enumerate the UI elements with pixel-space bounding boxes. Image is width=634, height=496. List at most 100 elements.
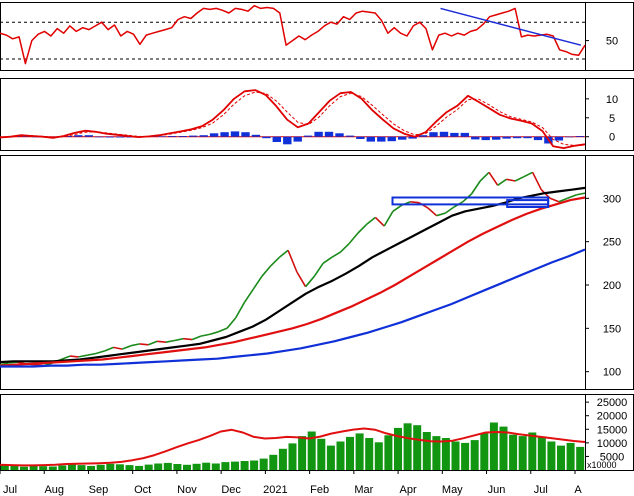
macd-histogram-bar <box>230 131 240 137</box>
volume-bar <box>413 425 422 470</box>
volume-bar <box>451 441 460 470</box>
volume-bar <box>39 466 48 470</box>
volume-bar <box>231 461 239 470</box>
macd-histogram-bar <box>366 136 375 142</box>
price-close-segment <box>392 204 403 212</box>
macd-line <box>0 89 586 150</box>
macd-histogram-bar <box>565 136 574 138</box>
volume-bar <box>307 431 316 470</box>
volume-bar <box>365 438 374 470</box>
x-axis-label-0: Jul <box>3 484 17 496</box>
price-tick-label-2: 200 <box>603 280 621 292</box>
price-close-segment <box>252 275 263 290</box>
price-close-segment <box>374 216 385 227</box>
macd-histogram-bar <box>481 136 490 141</box>
volume-bar <box>336 441 345 470</box>
volume-bar <box>10 465 19 470</box>
price-close-segment <box>470 180 481 195</box>
volume-bar <box>537 437 546 470</box>
macd-histogram-bar <box>450 132 459 137</box>
x-axis-label-4: Nov <box>177 484 197 496</box>
volume-bar <box>211 463 220 470</box>
x-axis-label-13: A <box>574 484 582 496</box>
volume-bar <box>135 465 144 470</box>
rsi-panel-frame <box>0 2 634 71</box>
macd-tick-label-2: 0 <box>609 132 615 144</box>
macd-histogram-bar <box>408 136 417 139</box>
price-close-segment <box>549 197 560 203</box>
macd-histogram-bar <box>429 132 438 137</box>
macd-histogram-bar <box>178 136 187 137</box>
macd-histogram-bar <box>293 136 302 142</box>
volume-bar <box>547 441 556 470</box>
macd-histogram-bar <box>523 136 532 139</box>
volume-bar <box>480 433 489 470</box>
volume-bar <box>20 466 28 470</box>
price-close-segment <box>235 301 246 319</box>
price-close-segment <box>209 331 219 336</box>
price-close-segment <box>558 197 568 203</box>
x-axis-label-12: Jul <box>534 484 548 496</box>
x-axis-label-11: Jun <box>488 484 506 496</box>
macd-histogram-bar <box>471 136 480 140</box>
macd-histogram-bar <box>220 132 229 137</box>
price-close-segment <box>78 354 88 358</box>
price-close-segment <box>322 256 333 264</box>
volume-bar <box>173 464 182 470</box>
macd-histogram-bar <box>84 135 93 137</box>
macd-histogram-bar <box>356 136 365 139</box>
volume-tick-label-2: 15000 <box>597 424 628 436</box>
macd-histogram-bar <box>575 136 584 137</box>
volume-unit-label: x10000 <box>587 460 617 470</box>
x-axis-label-8: Mar <box>354 484 373 496</box>
price-close-segment <box>157 340 166 343</box>
macd-histogram-bar <box>189 135 198 137</box>
volume-bar <box>374 442 383 470</box>
x-axis-label-10: May <box>442 484 463 496</box>
volume-bar <box>87 465 96 470</box>
volume-bar <box>528 432 537 470</box>
price-close-segment <box>488 171 499 186</box>
volume-bar <box>317 438 326 470</box>
x-axis-label-7: Feb <box>310 484 329 496</box>
volume-bar <box>441 438 450 470</box>
macd-histogram-bar <box>533 136 543 141</box>
volume-bar <box>394 427 402 470</box>
price-close-segment <box>497 178 507 186</box>
price-close-segment <box>531 171 543 191</box>
price-close-segment <box>523 171 533 178</box>
macd-histogram-bar <box>377 136 386 142</box>
volume-bar <box>77 465 86 470</box>
price-close-segment <box>357 223 368 234</box>
x-axis-label-3: Oct <box>134 484 151 496</box>
macd-histogram-bar <box>95 136 104 138</box>
volume-bar <box>115 464 124 470</box>
volume-bar <box>221 462 230 470</box>
macd-signal-line <box>0 91 586 146</box>
price-close-segment <box>331 251 341 258</box>
macd-histogram-bar <box>199 135 208 137</box>
volume-ma-line <box>0 427 586 467</box>
volume-bar <box>346 436 354 470</box>
x-axis-label-1: Aug <box>44 484 64 496</box>
macd-histogram-bar <box>283 136 292 145</box>
macd-histogram-bar <box>345 135 355 137</box>
macd-histogram-bar <box>209 133 219 137</box>
volume-bar <box>461 442 470 470</box>
volume-bar <box>432 436 441 470</box>
volume-bar <box>259 458 268 470</box>
volume-bar <box>250 460 259 470</box>
volume-tick-label-1: 20000 <box>597 411 628 423</box>
x-axis-label-5: Dec <box>221 484 241 496</box>
macd-histogram-bar <box>460 132 469 137</box>
macd-histogram-bar <box>272 136 281 142</box>
volume-bar <box>144 464 153 470</box>
macd-histogram-bar <box>335 133 344 137</box>
price-close-segment <box>95 350 106 355</box>
volume-bar <box>96 464 105 470</box>
price-close-segment <box>191 335 202 341</box>
price-close-segment <box>104 346 114 352</box>
price-close-segment <box>567 194 577 200</box>
price-close-segment <box>479 171 490 182</box>
price-tick-label-1: 250 <box>603 237 621 249</box>
